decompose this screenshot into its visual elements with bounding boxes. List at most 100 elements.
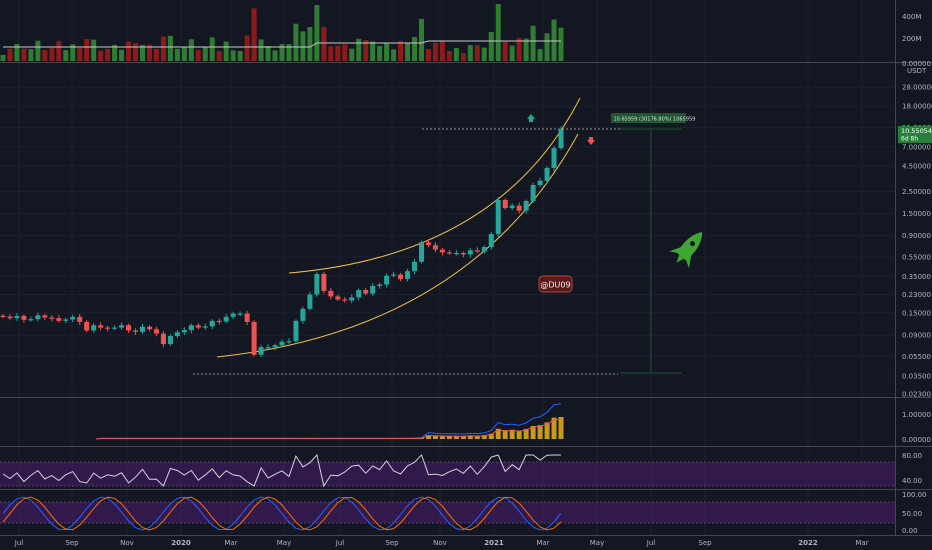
volume-bar: [460, 52, 466, 61]
candle-body: [258, 347, 264, 355]
price-tick: 0.03500: [902, 372, 931, 380]
volume-bar: [328, 46, 334, 61]
volume-bar: [265, 46, 271, 61]
indicator-bar: [516, 430, 522, 439]
volume-bar: [488, 32, 494, 61]
candle-body: [460, 253, 466, 255]
time-tick: Sep: [65, 539, 79, 547]
time-tick: 2021: [484, 539, 504, 547]
candle-body: [139, 326, 146, 332]
candles: [0, 126, 564, 357]
price-tick: 1.50000: [902, 210, 931, 218]
candle-body: [153, 329, 159, 334]
time-tick: Jul: [646, 539, 656, 547]
volume-bar: [146, 44, 152, 61]
volume-bar: [202, 47, 208, 61]
measure-tool[interactable]: 10.65959 (30176.80%) 1065959: [611, 113, 696, 374]
indicator-blue-line: [95, 403, 562, 440]
watermark-badge: @DU09: [538, 275, 573, 293]
time-tick: 2020: [171, 539, 191, 547]
indicator-bar: [537, 425, 543, 439]
indicator-bar: [467, 435, 473, 439]
candle-body: [377, 284, 383, 286]
price-tick: 0.09000: [902, 332, 931, 340]
time-tick: 2022: [798, 539, 818, 547]
candle-body: [363, 290, 369, 294]
candle-body: [481, 247, 487, 252]
volume-bar: [335, 45, 341, 61]
candle-body: [98, 325, 104, 328]
volume-bar: [272, 50, 278, 61]
volume-bar: [446, 51, 452, 61]
candle-body: [418, 242, 425, 262]
volume-bar: [314, 5, 320, 61]
watermark-text: @DU09: [540, 281, 570, 290]
price-tick: 0.90000: [902, 232, 931, 240]
time-tick: Nov: [120, 539, 134, 547]
volume-bar: [98, 50, 104, 61]
candle-body: [467, 250, 473, 255]
volume-bar: [49, 48, 55, 61]
time-axis[interactable]: Jul Sep Nov 2020 Mar May Jul Sep Nov 2021 Mar May Ju…: [14, 539, 869, 547]
indicator-bar: [425, 434, 431, 439]
price-tick: 4.50000: [902, 162, 931, 170]
volume-bar: [21, 48, 27, 61]
candle-body: [405, 271, 411, 279]
time-tick: May: [590, 539, 604, 547]
volume-bar: [432, 42, 438, 61]
volume-bar: [28, 49, 34, 61]
volume-bar: [405, 43, 411, 61]
channel-lower-curve[interactable]: [216, 133, 579, 358]
volume-bar: [412, 37, 418, 61]
volume-bar: [439, 41, 445, 61]
candle-body: [112, 327, 118, 329]
volume-bar: [377, 45, 383, 61]
candle-body: [391, 274, 397, 276]
volume-bar: [112, 44, 118, 61]
candle-body: [188, 325, 194, 331]
price-tick: 0.23000: [902, 291, 931, 299]
price-axis[interactable]: 400M200M0.00000USDT28.0000018.0000011.00…: [902, 13, 932, 535]
volume-bar: [398, 40, 404, 61]
time-tick: Mar: [224, 539, 237, 547]
volume-bar: [209, 37, 215, 61]
indicator-bar: [502, 430, 508, 439]
indicator-bar: [551, 417, 557, 439]
candle-body: [216, 320, 222, 323]
stoch-k-line: [2, 496, 562, 531]
volume-bar: [516, 37, 522, 61]
volume-bar: [188, 39, 194, 61]
volume-bar: [300, 31, 306, 61]
volume-bar: [453, 48, 459, 61]
candle-body: [425, 242, 431, 246]
candle-body: [272, 345, 278, 348]
indicator-red-line: [95, 418, 562, 440]
indicator-bar: [488, 433, 494, 439]
volume-bar: [244, 35, 250, 61]
price-tick: 28.00000: [902, 84, 932, 92]
volume-bar: [286, 44, 292, 61]
candle-body: [335, 296, 341, 300]
indicator-histogram: [391, 417, 564, 439]
volume-bar: [551, 19, 557, 61]
candle-body: [446, 252, 452, 254]
candle-body: [119, 325, 125, 328]
candle-body: [286, 341, 292, 343]
candle-body: [328, 290, 334, 297]
channel-upper-curve[interactable]: [288, 97, 581, 274]
rsi-line: [2, 453, 561, 488]
measure-label: 10.65959 (30176.80%) 1065959: [614, 117, 696, 123]
price-tick: 0.05500: [902, 353, 931, 361]
candle-body: [133, 330, 139, 332]
candle-body: [265, 347, 271, 349]
volume-bar: [509, 45, 515, 61]
candle-body: [237, 313, 243, 315]
candle-body: [488, 234, 494, 248]
candle-body: [251, 321, 257, 355]
candle-body: [49, 317, 55, 319]
current-price-tag[interactable]: 10.55054 6d 8h: [898, 126, 932, 143]
volume-bar: [126, 41, 132, 61]
volume-bar: [418, 18, 425, 62]
volume-bar: [558, 27, 564, 61]
